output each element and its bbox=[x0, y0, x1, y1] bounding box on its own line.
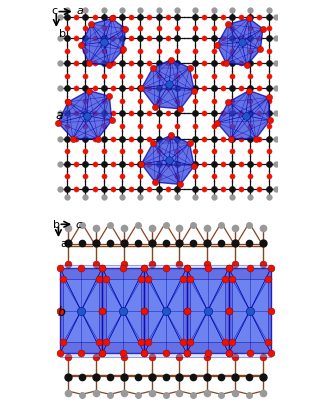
Text: b: b bbox=[59, 29, 66, 39]
Polygon shape bbox=[63, 279, 99, 342]
Polygon shape bbox=[187, 269, 229, 354]
Polygon shape bbox=[141, 60, 194, 110]
Polygon shape bbox=[148, 279, 183, 342]
Polygon shape bbox=[58, 92, 112, 139]
Text: b: b bbox=[54, 219, 61, 229]
Text: a: a bbox=[60, 239, 67, 249]
Polygon shape bbox=[141, 136, 194, 185]
Text: b: b bbox=[58, 305, 66, 318]
Polygon shape bbox=[217, 19, 263, 66]
Polygon shape bbox=[232, 279, 268, 342]
Polygon shape bbox=[144, 269, 187, 354]
Polygon shape bbox=[102, 269, 144, 354]
Polygon shape bbox=[60, 269, 102, 354]
Polygon shape bbox=[81, 19, 125, 66]
Text: a: a bbox=[76, 6, 83, 16]
Polygon shape bbox=[190, 279, 225, 342]
Text: a: a bbox=[56, 109, 63, 122]
Polygon shape bbox=[217, 92, 270, 139]
Text: c: c bbox=[51, 6, 57, 16]
Text: c: c bbox=[76, 219, 82, 229]
Polygon shape bbox=[106, 279, 141, 342]
Polygon shape bbox=[60, 265, 271, 357]
Polygon shape bbox=[229, 269, 271, 354]
